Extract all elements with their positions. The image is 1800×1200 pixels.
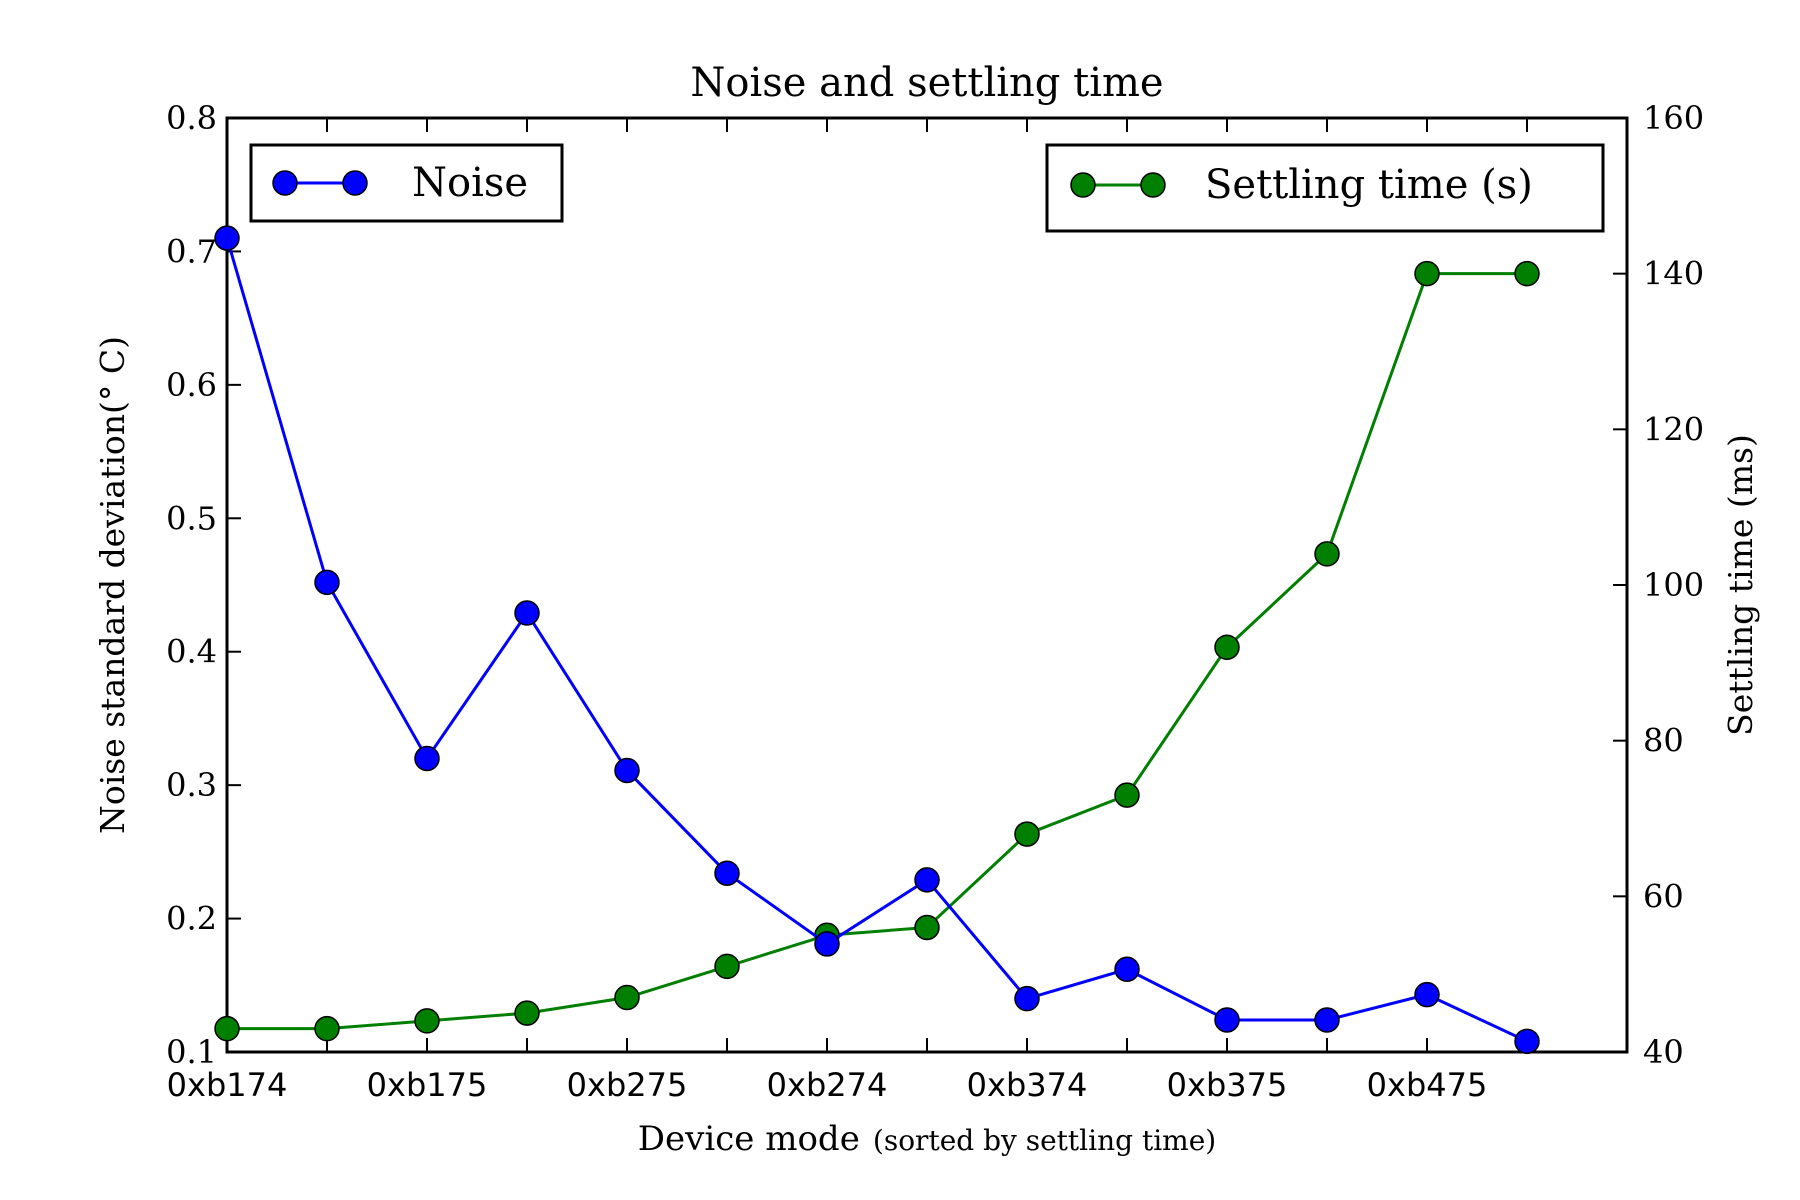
y-axis-left-label: Noise standard deviation(° C): [93, 336, 132, 834]
legend-settling-marker: [1140, 172, 1166, 198]
settling-point: [1514, 260, 1540, 287]
legend-noise-marker: [272, 170, 298, 196]
x-tick-label: 0xb274: [767, 1066, 888, 1104]
noise-point: [614, 757, 640, 784]
chart-title: Noise and settling time: [690, 60, 1163, 106]
x-tick-label: 0xb374: [967, 1066, 1088, 1104]
noise-point: [914, 867, 940, 893]
x-tick-label: 0xb174: [167, 1066, 288, 1104]
legend-noise: Noise: [249, 143, 564, 223]
noise-point: [714, 860, 740, 886]
y-tick-left-label: 0.1: [166, 1033, 217, 1071]
legend-settling-marker: [1070, 172, 1096, 198]
x-tick-label: 0xb275: [567, 1066, 688, 1104]
y-tick-left-label: 0.6: [166, 366, 217, 404]
legend-noise-label: Noise: [412, 160, 528, 206]
x-tick-label: 0xb175: [367, 1066, 488, 1104]
settling-point: [714, 953, 740, 980]
settling-point: [1314, 541, 1340, 567]
series-layer: [214, 225, 1540, 1055]
legend-settling-box: [1045, 143, 1605, 233]
noise-series-line: [225, 237, 1528, 1043]
settling-point: [914, 914, 940, 941]
noise-point: [1514, 1028, 1540, 1055]
x-tick-label: 0xb475: [1367, 1066, 1488, 1104]
settling-series-line: [227, 272, 1527, 1031]
x-tick-label: 0xb375: [1167, 1066, 1288, 1104]
y-tick-right-label: 160: [1643, 99, 1704, 137]
y-tick-left-label: 0.2: [166, 900, 217, 938]
y-tick-right-label: 80: [1643, 722, 1684, 760]
y-tick-right-label: 140: [1643, 255, 1704, 293]
settling-point: [314, 1015, 340, 1042]
noise-point: [1314, 1007, 1340, 1033]
settling-point: [214, 1015, 240, 1042]
y-axis-right-label: Settling time (ms): [1721, 434, 1760, 736]
noise-point: [814, 931, 840, 957]
noise-point: [414, 745, 440, 772]
legend-noise-marker: [342, 170, 368, 196]
plot-area: [225, 116, 1629, 1054]
x-axis-label: Device mode (sorted by settling time): [638, 1119, 1216, 1159]
x-axis-label-main: Device mode: [638, 1119, 860, 1159]
y-tick-left-label: 0.7: [166, 232, 217, 270]
settling-point: [614, 984, 640, 1011]
settling-point: [1214, 634, 1240, 661]
settling-point: [514, 1000, 540, 1026]
y-tick-right-label: 40: [1643, 1033, 1684, 1071]
noise-point: [214, 225, 240, 251]
noise-point: [1414, 981, 1440, 1008]
y-tick-left-label: 0.8: [166, 99, 217, 137]
y-tick-right-label: 120: [1643, 410, 1704, 448]
noise-point: [514, 600, 540, 626]
noise-point: [314, 569, 340, 596]
y-tick-left-label: 0.3: [166, 766, 217, 804]
noise-point: [1014, 985, 1040, 1012]
legend-settling: Settling time (s): [1045, 143, 1605, 233]
noise-point: [1114, 956, 1140, 983]
settling-point: [1414, 260, 1440, 287]
axis-ticks: 0xb174 0xb175 0xb275 0xb274 0xb374 0xb375 0xb4…: [166, 99, 1704, 1104]
x-axis-label-note: (sorted by settling time): [873, 1124, 1216, 1157]
settling-point: [1114, 782, 1140, 808]
y-tick-right-label: 60: [1643, 877, 1684, 915]
y-tick-right-label: 100: [1643, 566, 1704, 604]
noise-point: [1214, 1007, 1240, 1033]
y-tick-left-label: 0.5: [166, 499, 217, 537]
settling-point: [414, 1008, 440, 1034]
legend-settling-label: Settling time (s): [1205, 162, 1533, 208]
y-tick-left-label: 0.4: [166, 633, 217, 671]
settling-point: [1014, 821, 1040, 847]
